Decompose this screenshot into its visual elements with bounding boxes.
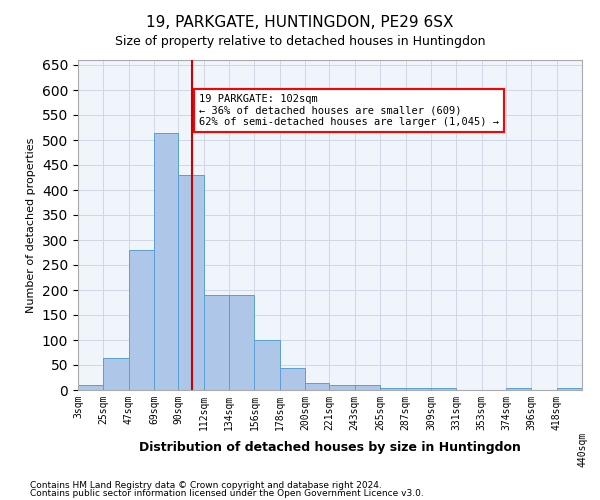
Bar <box>406 388 431 390</box>
Bar <box>103 358 129 390</box>
Bar <box>506 388 531 390</box>
Bar <box>329 385 355 390</box>
Y-axis label: Number of detached properties: Number of detached properties <box>26 138 37 312</box>
Bar <box>254 340 280 390</box>
Text: Size of property relative to detached houses in Huntingdon: Size of property relative to detached ho… <box>115 35 485 48</box>
Text: Contains HM Land Registry data © Crown copyright and database right 2024.: Contains HM Land Registry data © Crown c… <box>30 481 382 490</box>
Bar <box>380 388 406 390</box>
X-axis label: Distribution of detached houses by size in Huntingdon: Distribution of detached houses by size … <box>139 441 521 454</box>
Text: Contains public sector information licensed under the Open Government Licence v3: Contains public sector information licen… <box>30 488 424 498</box>
Text: 19 PARKGATE: 102sqm
← 36% of detached houses are smaller (609)
62% of semi-detac: 19 PARKGATE: 102sqm ← 36% of detached ho… <box>199 94 499 127</box>
Bar <box>178 175 204 390</box>
Bar <box>431 388 456 390</box>
Bar <box>129 250 154 390</box>
Bar <box>204 295 229 390</box>
Bar <box>78 385 103 390</box>
Bar <box>229 295 254 390</box>
Text: 19, PARKGATE, HUNTINGDON, PE29 6SX: 19, PARKGATE, HUNTINGDON, PE29 6SX <box>146 15 454 30</box>
Bar <box>280 368 305 390</box>
Text: 440sqm: 440sqm <box>577 432 587 467</box>
Bar <box>557 388 582 390</box>
Bar <box>154 132 178 390</box>
Bar <box>305 382 329 390</box>
Bar <box>355 385 380 390</box>
